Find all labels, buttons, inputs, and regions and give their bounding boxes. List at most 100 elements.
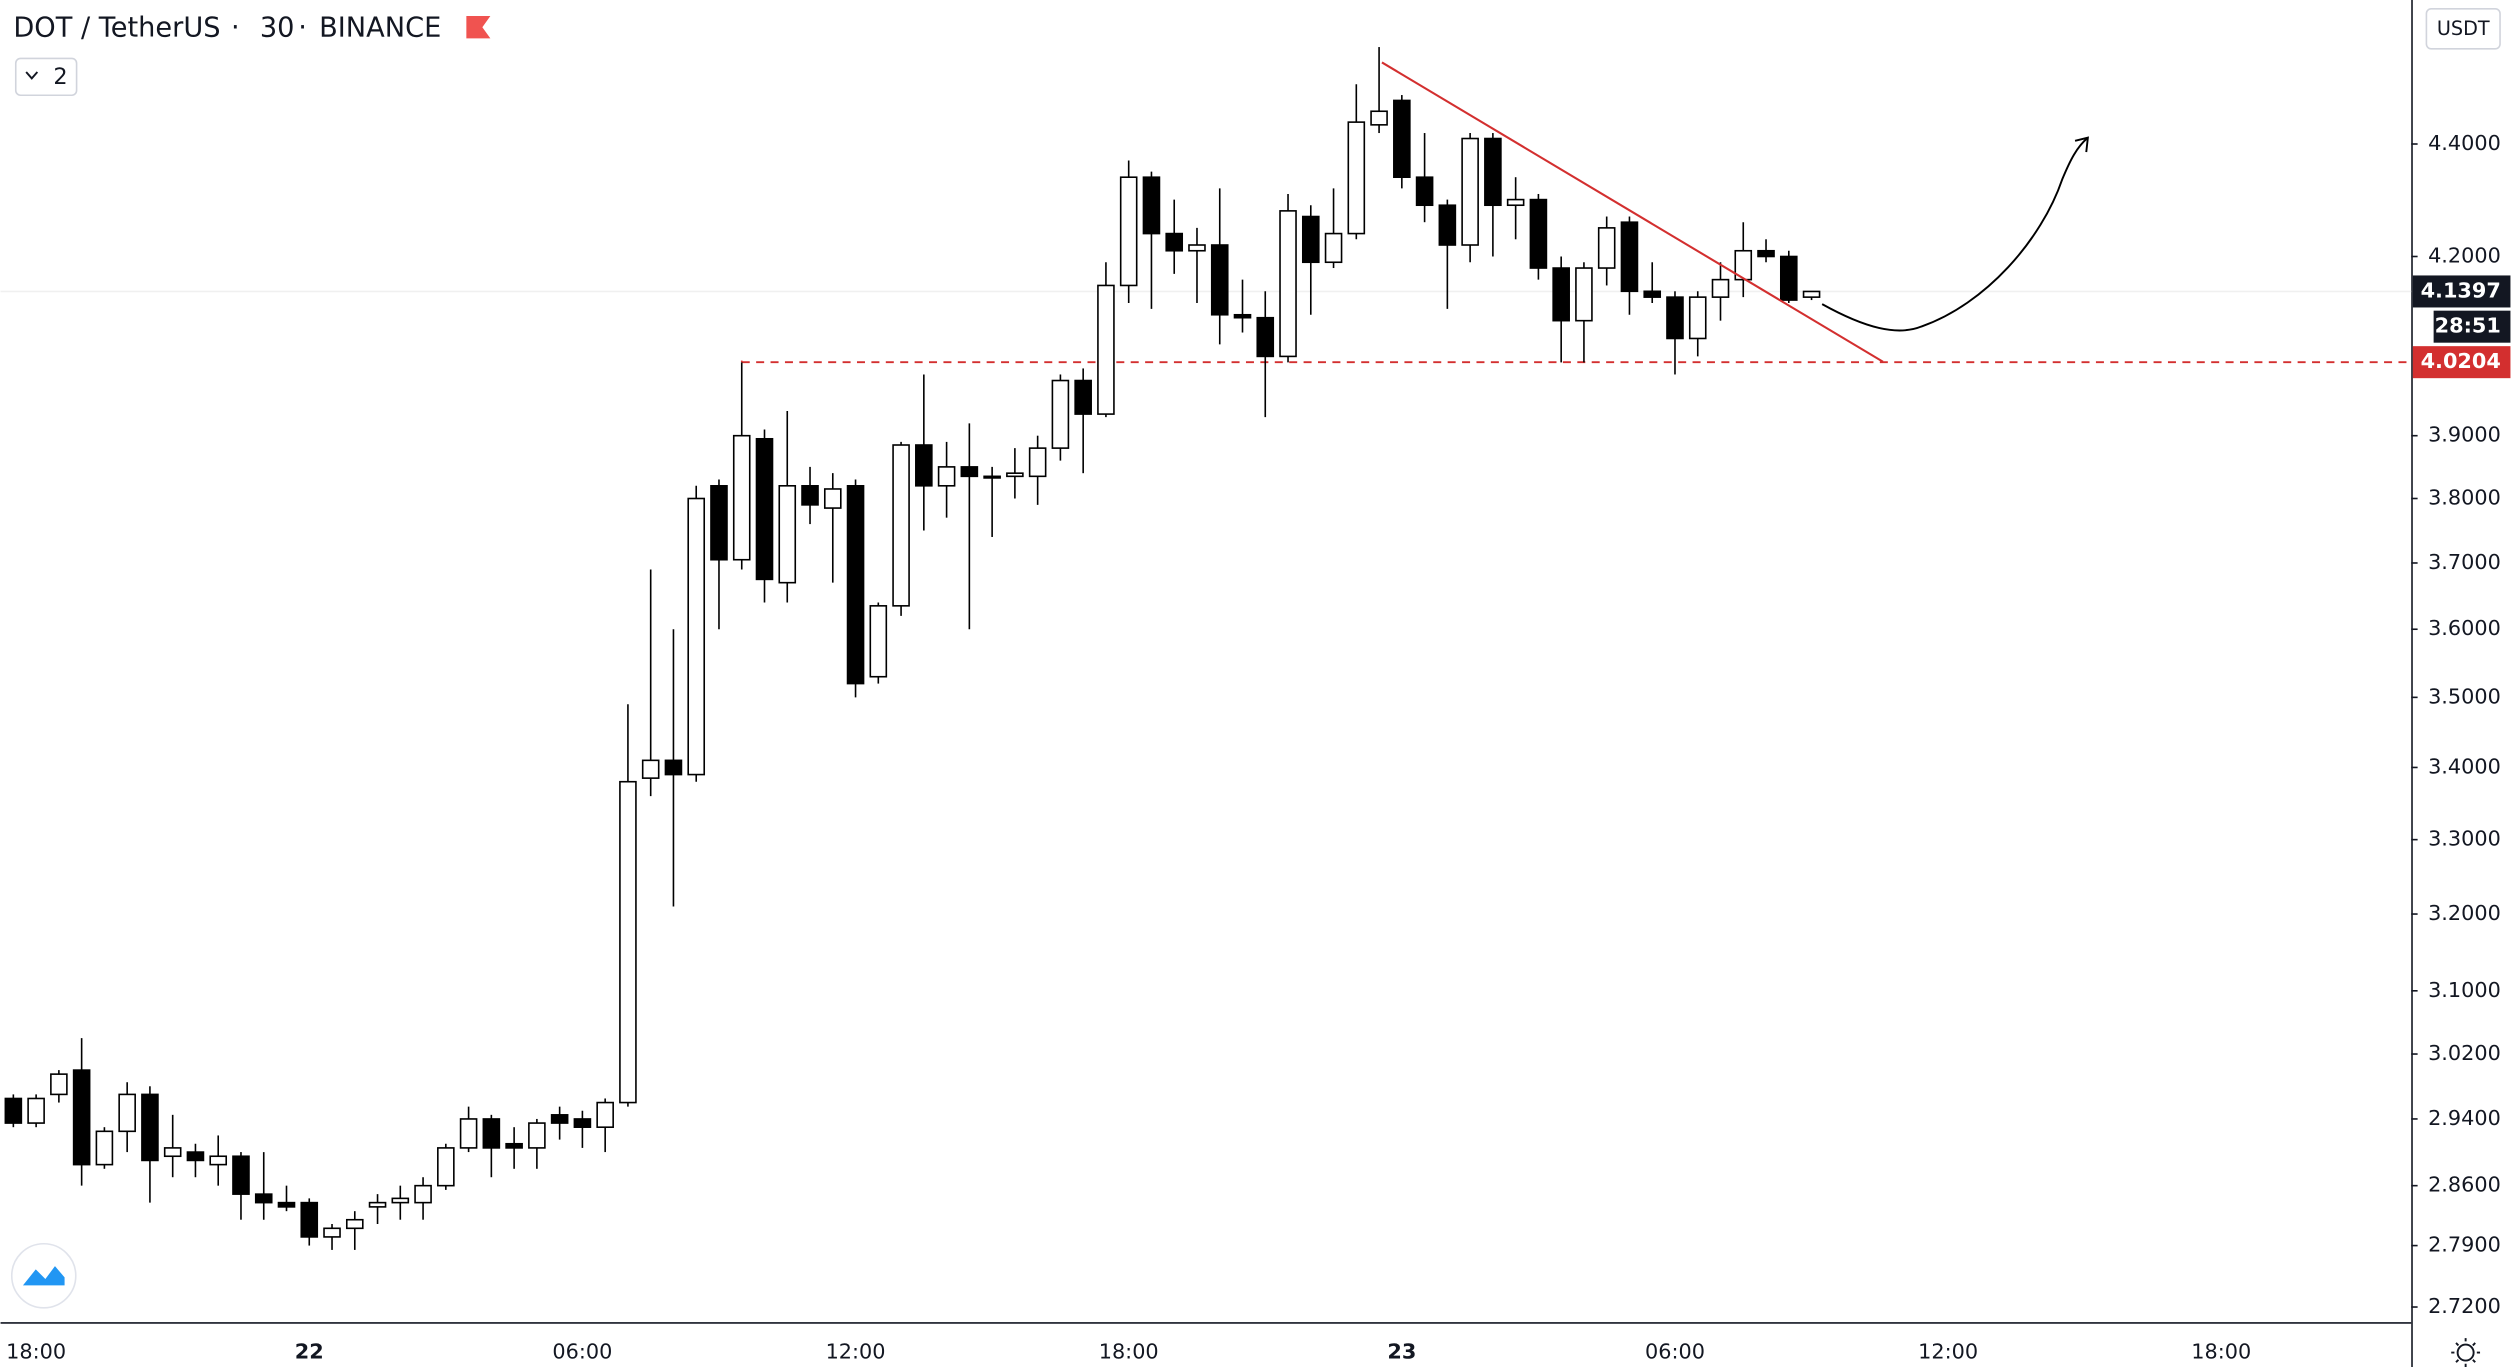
y-tick-label: 3.7000 xyxy=(2428,550,2501,574)
candle-body xyxy=(1438,204,1457,246)
y-tick-label: 3.2000 xyxy=(2428,901,2501,925)
candle-body xyxy=(596,1101,614,1128)
x-tick-label: 18:00 xyxy=(1099,1340,1159,1364)
logo-button[interactable] xyxy=(10,1242,77,1309)
candle-body xyxy=(1324,232,1343,264)
plot-area xyxy=(0,47,2412,1250)
currency-button[interactable] xyxy=(2425,8,2501,50)
level-price-label: 4.0204 xyxy=(2421,349,2501,373)
candle-body xyxy=(664,759,683,776)
candle-body xyxy=(1484,137,1502,207)
x-tick-label: 06:00 xyxy=(1645,1340,1705,1364)
y-tick-label: 3.0200 xyxy=(2428,1041,2501,1065)
flag-icon[interactable] xyxy=(466,16,491,39)
projection-arrow xyxy=(1821,136,2089,332)
candle-body xyxy=(1620,221,1639,293)
candle-body xyxy=(619,780,637,1104)
interval: 30 xyxy=(260,12,295,43)
candle-body xyxy=(1461,137,1479,246)
candle-body xyxy=(1142,176,1161,235)
candle-body xyxy=(1575,267,1593,322)
candle-body xyxy=(345,1218,364,1230)
candle-body xyxy=(118,1093,136,1133)
candle-body xyxy=(1256,316,1275,358)
y-tick-label: 3.9000 xyxy=(2428,423,2501,447)
x-tick-label: 18:00 xyxy=(2191,1340,2251,1364)
candle-body xyxy=(1301,215,1320,264)
exchange: BINANCE xyxy=(319,12,441,43)
candle-body xyxy=(1666,296,1684,340)
candle-body xyxy=(528,1122,546,1149)
candle-body xyxy=(163,1147,182,1158)
candle-body xyxy=(687,497,706,776)
last-price-box xyxy=(2412,275,2511,308)
candle-body xyxy=(1119,176,1138,287)
separator: · xyxy=(231,12,240,43)
y-tick-label: 2.8600 xyxy=(2428,1173,2501,1197)
candle-body xyxy=(1233,313,1252,319)
candle-body xyxy=(414,1184,432,1204)
symbol: DOT / TetherUS xyxy=(13,12,220,43)
settings-gear[interactable] xyxy=(2451,1338,2481,1367)
x-tick-label: 18:00 xyxy=(6,1340,66,1364)
chevron-icon xyxy=(25,71,39,80)
candle-body xyxy=(937,466,956,487)
candle-body xyxy=(823,488,842,509)
y-tick-label: 4.4000 xyxy=(2428,131,2501,155)
candle-body xyxy=(550,1114,569,1124)
arrow-head xyxy=(2074,136,2089,153)
candle-body xyxy=(1802,290,1821,298)
candle-body xyxy=(505,1142,523,1149)
y-tick-label: 3.8000 xyxy=(2428,485,2501,509)
candle-body xyxy=(1597,227,1616,269)
candle-body xyxy=(1552,267,1570,322)
y-tick-label: 4.2000 xyxy=(2428,243,2501,267)
candle-body xyxy=(141,1093,159,1162)
x-tick-label: 12:00 xyxy=(1918,1340,1978,1364)
candle-body xyxy=(710,485,728,561)
indicators-toggle[interactable] xyxy=(14,57,78,97)
candle-body xyxy=(437,1147,455,1187)
candle-body xyxy=(368,1201,387,1208)
candle-body xyxy=(209,1155,228,1166)
candle-body xyxy=(1210,244,1229,316)
candle-body xyxy=(277,1201,296,1208)
candle-body xyxy=(983,475,1001,479)
currency: USDT xyxy=(2437,17,2490,40)
candle-body xyxy=(1074,379,1092,415)
candle-body xyxy=(1279,210,1297,358)
logo-icon xyxy=(22,1266,65,1286)
x-tick-label: 22 xyxy=(295,1340,324,1364)
candle-body xyxy=(254,1193,273,1204)
candle-body xyxy=(1529,198,1548,269)
last-price-label: 4.1397 xyxy=(2421,278,2501,302)
y-tick-label: 2.7900 xyxy=(2428,1233,2501,1257)
candle-body xyxy=(778,485,797,584)
indicators-count: 2 xyxy=(53,64,67,90)
y-tick-label: 3.6000 xyxy=(2428,616,2501,640)
countdown-label: 28:51 xyxy=(2435,314,2501,338)
candle-body xyxy=(1347,121,1366,235)
candle-body xyxy=(1734,249,1753,281)
candle-body xyxy=(4,1097,23,1124)
candle-body xyxy=(869,605,888,678)
candle-body xyxy=(232,1155,250,1195)
candle-body xyxy=(1506,198,1525,207)
separator: · xyxy=(298,12,307,43)
x-tick-label: 23 xyxy=(1387,1340,1416,1364)
candle-body xyxy=(391,1197,410,1204)
candle-body xyxy=(1757,249,1775,258)
candle-body xyxy=(72,1069,91,1166)
candle-body xyxy=(1393,99,1411,179)
candle-body xyxy=(459,1118,478,1149)
y-tick-label: 2.7200 xyxy=(2428,1294,2501,1318)
candle-body xyxy=(1051,379,1070,449)
candle-body xyxy=(892,444,910,607)
candle-body xyxy=(300,1201,319,1238)
candle-body xyxy=(1165,232,1184,252)
candle-body xyxy=(573,1118,592,1128)
candle-body xyxy=(915,444,933,487)
